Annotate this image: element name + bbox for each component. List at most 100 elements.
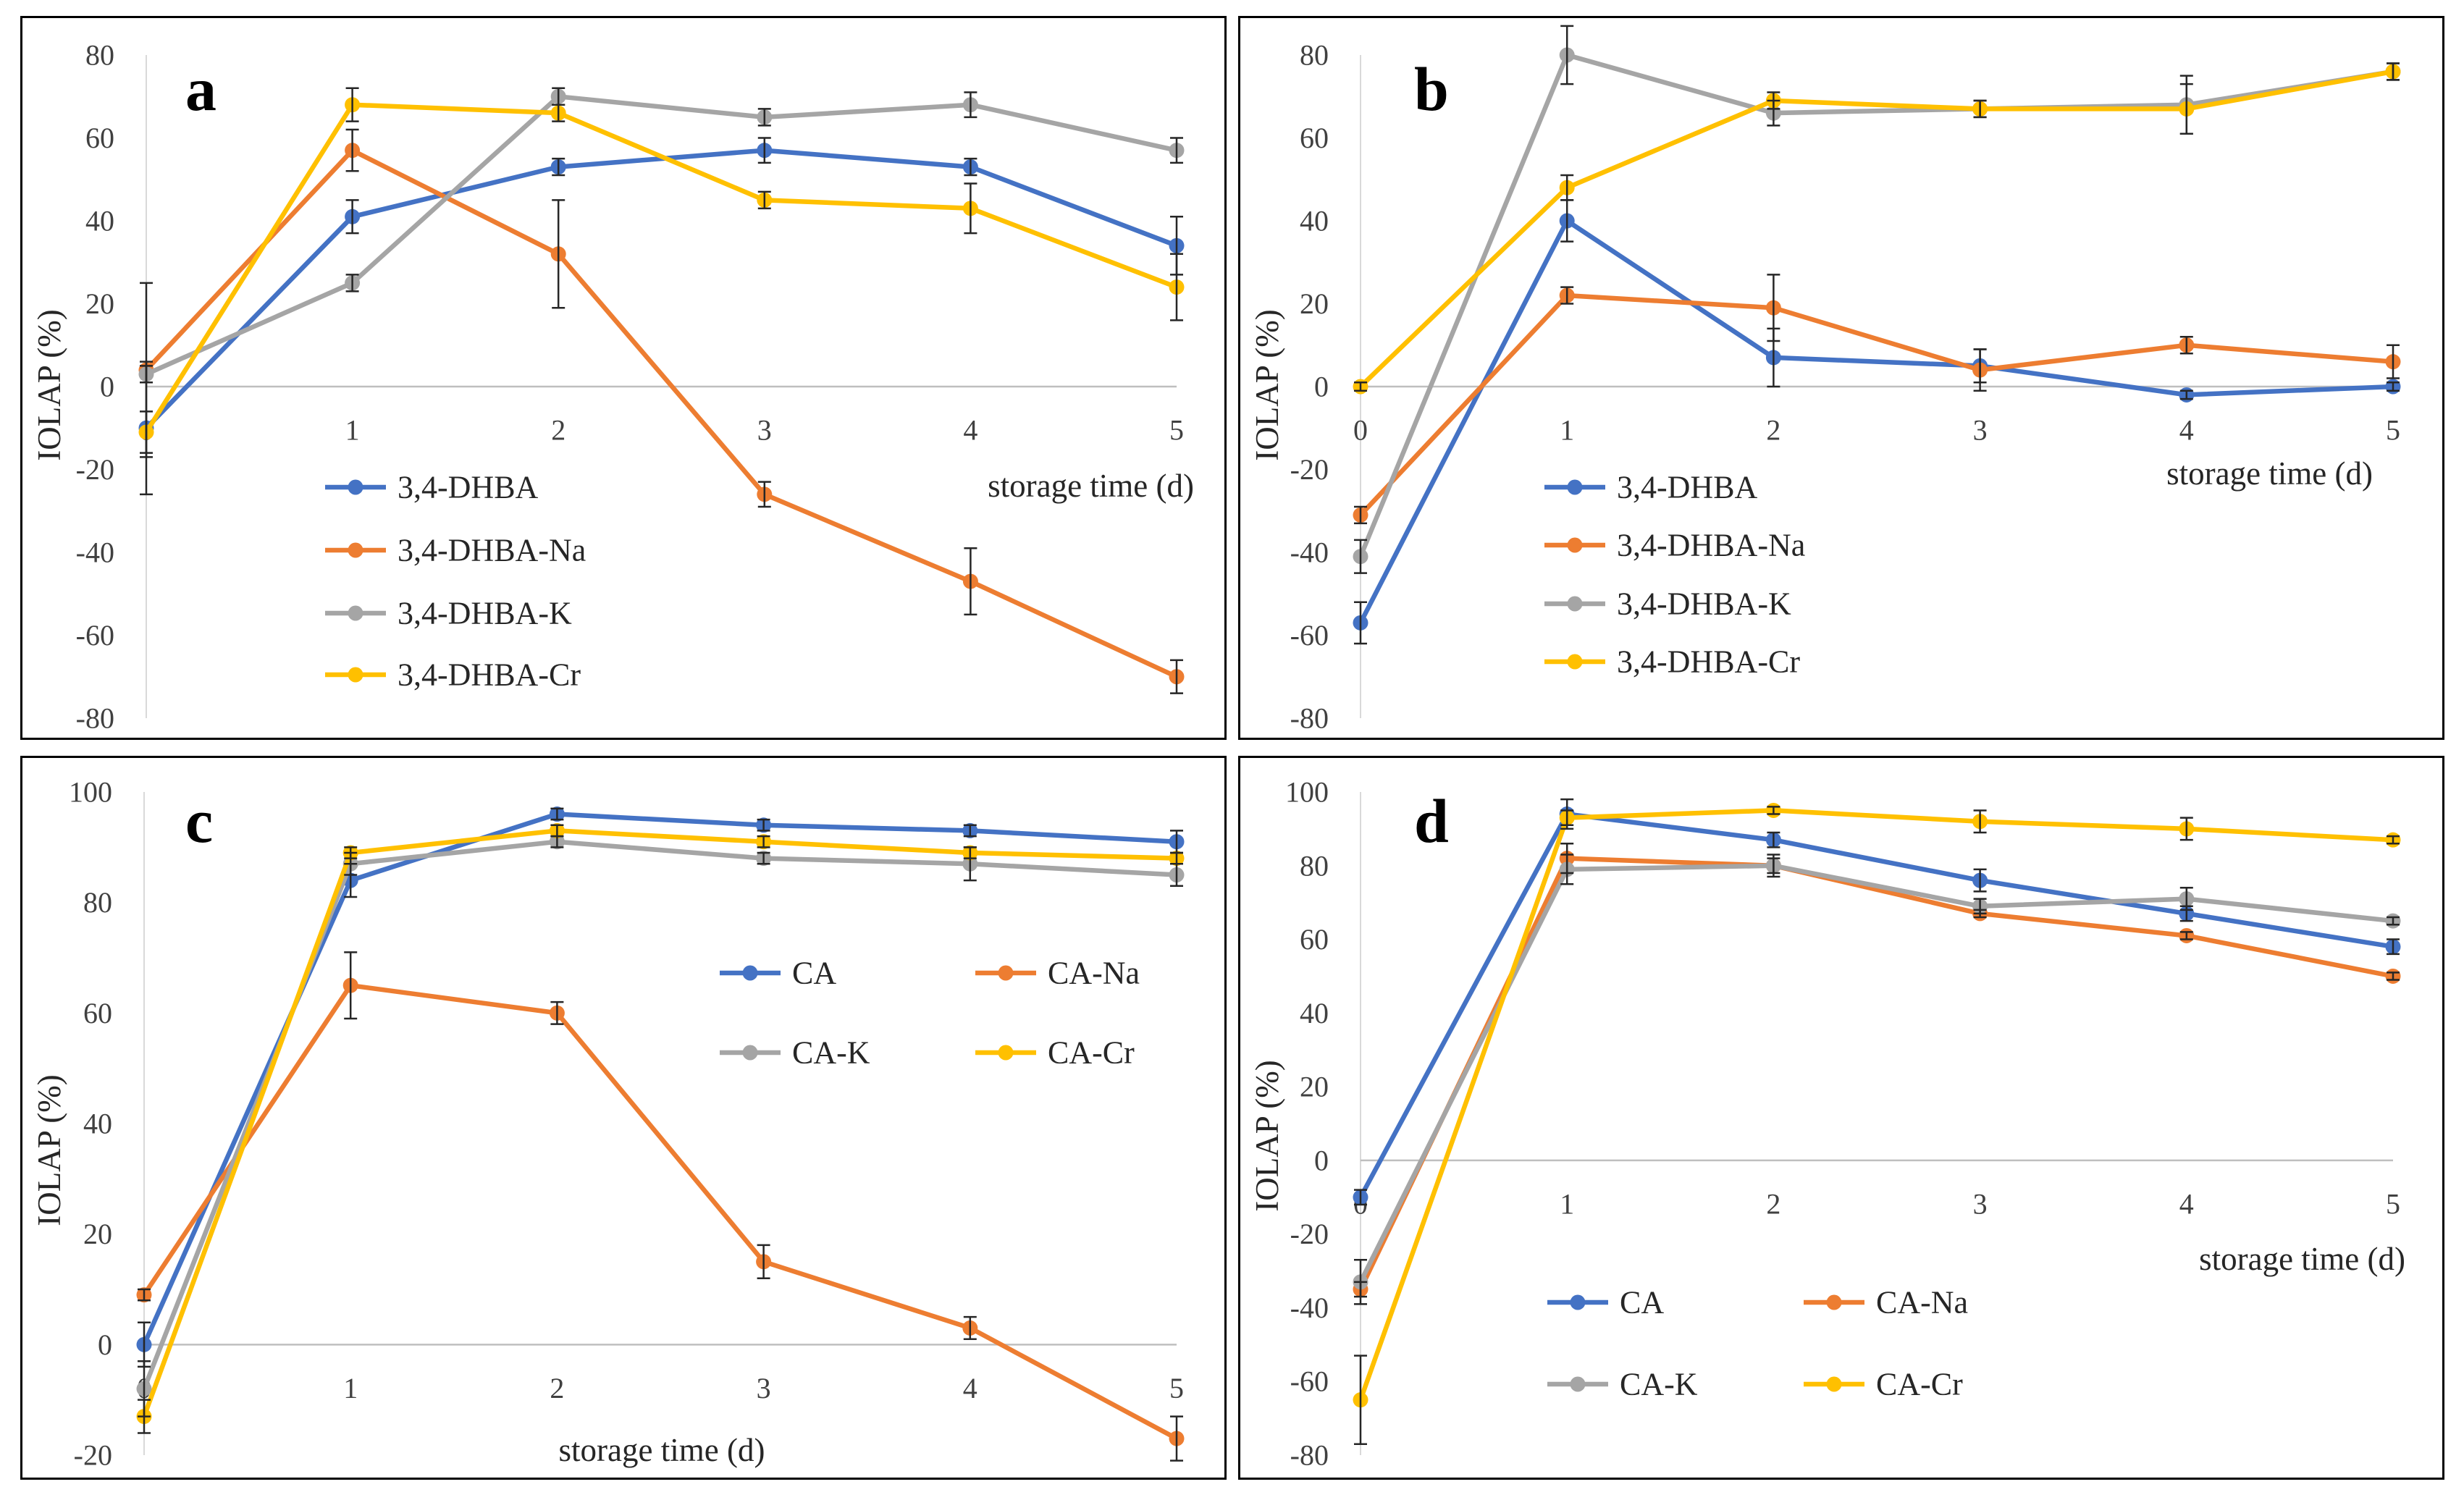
- y-tick-label: 80: [1300, 849, 1329, 882]
- y-tick-label: 20: [85, 287, 114, 320]
- y-axis-title: IOLAP (%): [1249, 1060, 1285, 1212]
- error-bar-ca-cr-x2: [1767, 806, 1780, 815]
- x-tick-label: 2: [550, 1372, 564, 1404]
- error-bar-ca-x3: [1973, 868, 1987, 893]
- panel-letter: a: [185, 54, 216, 124]
- y-tick-label: 20: [1300, 1071, 1329, 1103]
- error-bar-3-4-dhba-cr-x0: [1354, 382, 1367, 392]
- series-line-ca-k: [1358, 863, 2396, 1285]
- panel-letter: c: [185, 786, 213, 856]
- error-bar-ca-na-x2: [550, 1000, 564, 1025]
- error-bar-3-4-dhba-x2: [552, 157, 565, 177]
- error-bar-ca-k-x5: [2387, 916, 2400, 926]
- y-tick-label: 20: [83, 1218, 112, 1250]
- y-tick-label: 80: [83, 886, 112, 919]
- panel-letter: b: [1414, 54, 1449, 124]
- error-bar-ca-cr-x1: [1560, 809, 1574, 827]
- legend-label: 3,4-DHBA-K: [398, 596, 572, 631]
- y-tick-label: -20: [74, 1439, 112, 1472]
- error-bar-3-4-dhba-na-x5: [1170, 659, 1183, 694]
- y-tick-label: 40: [1300, 205, 1329, 237]
- y-tick-label: 0: [98, 1328, 112, 1361]
- legend-entry-3-4-dhba-k: 3,4-DHBA-K: [1544, 586, 1791, 622]
- series-line-3-4-dhba-na: [143, 148, 1180, 680]
- legend: 3,4-DHBA 3,4-DHBA-Na 3,4-DHBA-K 3,4-DHBA-Cr: [325, 470, 586, 693]
- series-3-4-dhba-na: [138, 143, 1185, 685]
- legend-swatch-marker: [348, 667, 363, 683]
- y-tick-label: 60: [85, 122, 114, 154]
- legend-swatch-marker: [742, 965, 758, 981]
- y-tick-label: 0: [1314, 371, 1329, 403]
- error-bar-ca-na-x1: [344, 951, 358, 1020]
- legend-swatch-marker: [348, 542, 363, 558]
- y-axis-title: IOLAP (%): [31, 309, 67, 461]
- panel-c: 100 80 60 40 20 0 -200 1 2 3 4 5 CA CA-Na CA-K CA-Cr c IO…: [20, 756, 1227, 1480]
- x-tick-label: 2: [1766, 1187, 1780, 1220]
- y-tick-label: 100: [1285, 776, 1329, 809]
- y-tick-label: -40: [1290, 536, 1329, 569]
- error-bar-ca-cr-x5: [2387, 835, 2400, 845]
- y-tick-label: 20: [1300, 287, 1329, 320]
- legend-label: CA: [1620, 1285, 1664, 1320]
- legend-swatch-marker: [1567, 479, 1583, 495]
- error-bar-3-4-dhba-cr-x0: [140, 410, 153, 454]
- error-bar-3-4-dhba-cr-x1: [1560, 174, 1574, 201]
- legend-swatch-marker: [348, 605, 363, 621]
- error-bar-3-4-dhba-cr-x5: [2387, 62, 2400, 81]
- legend-entry-ca-k: CA-K: [1547, 1367, 1698, 1402]
- x-tick-label: 2: [551, 414, 565, 447]
- x-tick-label: 4: [963, 1372, 977, 1404]
- error-bar-ca-na-x5: [2387, 972, 2400, 981]
- series-ca: [136, 806, 1185, 1352]
- legend-swatch-marker: [1567, 596, 1583, 612]
- legend-swatch-marker: [1826, 1376, 1842, 1392]
- error-bar-ca-k-x1: [1560, 854, 1574, 885]
- error-bar-ca-cr-x3: [757, 835, 770, 848]
- legend-label: CA-Na: [1048, 956, 1140, 991]
- y-tick-label: 40: [83, 1108, 112, 1140]
- error-bar-ca-x2: [1767, 831, 1780, 848]
- legend-entry-ca-na: CA-Na: [1804, 1285, 1968, 1320]
- error-bar-ca-x0: [1354, 1189, 1367, 1206]
- error-bar-3-4-dhba-cr-x4: [2179, 83, 2193, 135]
- legend-label: 3,4-DHBA-K: [1617, 586, 1791, 622]
- y-tick-label: 60: [1300, 923, 1329, 956]
- x-tick-label: 3: [1973, 414, 1988, 447]
- legend-entry-ca-k: CA-K: [720, 1035, 870, 1071]
- legend-swatch-marker: [1567, 537, 1583, 553]
- y-tick-labels: 80 60 40 20 0 -20 -40 -60 -80: [1290, 39, 1329, 735]
- series-line-3-4-dhba-k: [143, 94, 1180, 377]
- series-3-4-dhba-cr: [138, 97, 1185, 440]
- series-3-4-dhba: [1353, 213, 2401, 631]
- legend: CA CA-Na CA-K CA-Cr: [1547, 1285, 1968, 1402]
- error-bar-3-4-dhba-k-x1: [345, 274, 359, 292]
- error-bar-3-4-dhba-na-x0: [1354, 505, 1367, 525]
- error-bar-ca-k-x4: [2179, 887, 2193, 911]
- panel-d: 100 80 60 40 20 0 -20 -40 -60 -800 1 2 3 4 5 CA CA-Na CA-…: [1238, 756, 2444, 1480]
- panel-b: 80 60 40 20 0 -20 -40 -60 -80 0 1 2 3 4 5 3,4-DHBA 3,4-D…: [1238, 16, 2444, 740]
- series-ca: [1353, 806, 2401, 1205]
- error-bar-3-4-dhba-na-x1: [345, 128, 359, 172]
- y-tick-labels: 100 80 60 40 20 0 -20: [69, 776, 112, 1472]
- y-tick-label: 0: [100, 371, 114, 403]
- y-tick-label: -40: [76, 536, 114, 569]
- y-tick-label: -80: [76, 702, 114, 735]
- error-bar-ca-x4: [963, 824, 977, 838]
- chart-d: 100 80 60 40 20 0 -20 -40 -60 -800 1 2 3 4 5 CA CA-Na CA-…: [1249, 776, 2405, 1472]
- x-tick-label: 4: [2179, 1187, 2194, 1220]
- legend-swatch-marker: [1570, 1376, 1586, 1392]
- error-bar-ca-na-x5: [1170, 1415, 1183, 1462]
- series-line-ca-na: [141, 982, 1180, 1441]
- series-line-ca-na: [1358, 856, 2396, 1292]
- error-bar-3-4-dhba-k-x0: [140, 365, 153, 384]
- x-axis-title: storage time (d): [2166, 455, 2373, 492]
- error-bar-ca-x5: [2387, 938, 2400, 956]
- y-tick-label: -20: [1290, 453, 1329, 486]
- error-bar-ca-cr-x5: [1170, 851, 1183, 865]
- x-tick-label: 2: [1766, 414, 1780, 447]
- error-bar-3-4-dhba-na-x2: [552, 199, 565, 309]
- legend-entry-ca-cr: CA-Cr: [975, 1035, 1135, 1071]
- y-axis-title: IOLAP (%): [31, 1074, 67, 1226]
